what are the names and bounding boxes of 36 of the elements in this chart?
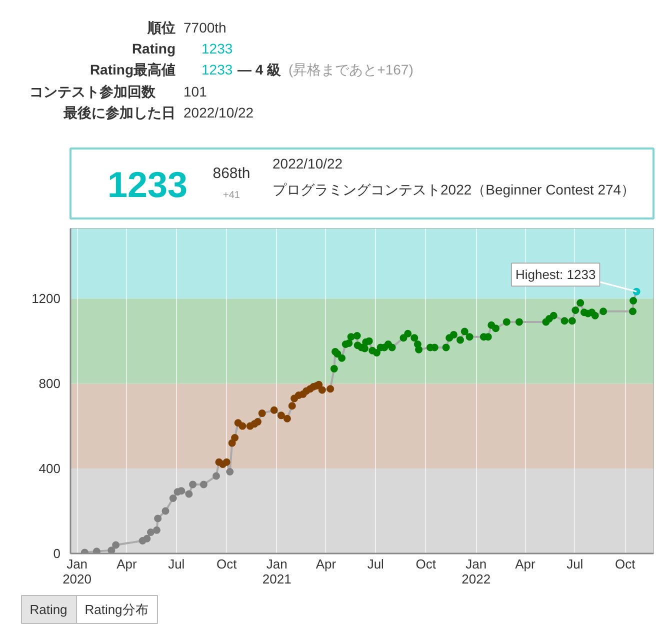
text: 2022/10/22	[184, 104, 254, 120]
x-tick-label: Apr	[116, 556, 138, 572]
text: 2022/10/22	[272, 156, 343, 172]
y-tick-label: 800	[38, 376, 61, 392]
text: Rating分布	[84, 602, 148, 617]
x-tick-label: Jul	[168, 556, 185, 572]
text: Rating最高値	[90, 62, 176, 78]
x-tick-label: Jan 2020	[62, 556, 92, 586]
text: 最後に参加した日	[62, 104, 176, 120]
x-tick-label: Jan 2022	[462, 556, 491, 586]
x-tick-label: Oct	[416, 556, 436, 572]
text: — 4 級	[238, 62, 282, 78]
text: 1233	[107, 164, 188, 205]
text: Rating	[30, 602, 68, 617]
text: 1233	[202, 40, 233, 56]
x-tick-label: Jul	[367, 556, 384, 572]
text: 7700th	[184, 20, 226, 36]
text: 101	[184, 84, 208, 100]
text: 1233	[202, 62, 233, 78]
x-tick-label: Oct	[216, 556, 238, 572]
text: コンテスト参加回数	[30, 84, 156, 100]
x-tick-label: Apr	[515, 556, 536, 572]
x-tick-label: Oct	[615, 556, 636, 572]
x-tick-label: Apr	[316, 556, 337, 572]
x-tick-label: Jul	[566, 556, 584, 572]
text: 868th	[212, 165, 250, 182]
text: プログラミングコンテスト2022（Beginner Contest 274）	[272, 182, 636, 198]
x-tick-label: Jan 2021	[262, 556, 292, 586]
text: (昇格まであと+167)	[288, 62, 414, 78]
y-tick-label: 0	[53, 546, 61, 561]
text: 順位	[146, 20, 176, 36]
text: +41	[223, 190, 240, 201]
y-tick-label: 1200	[32, 291, 60, 306]
text: Rating	[132, 40, 176, 56]
annotation: Highest: 1233	[515, 267, 596, 282]
y-tick-label: 400	[38, 461, 61, 476]
